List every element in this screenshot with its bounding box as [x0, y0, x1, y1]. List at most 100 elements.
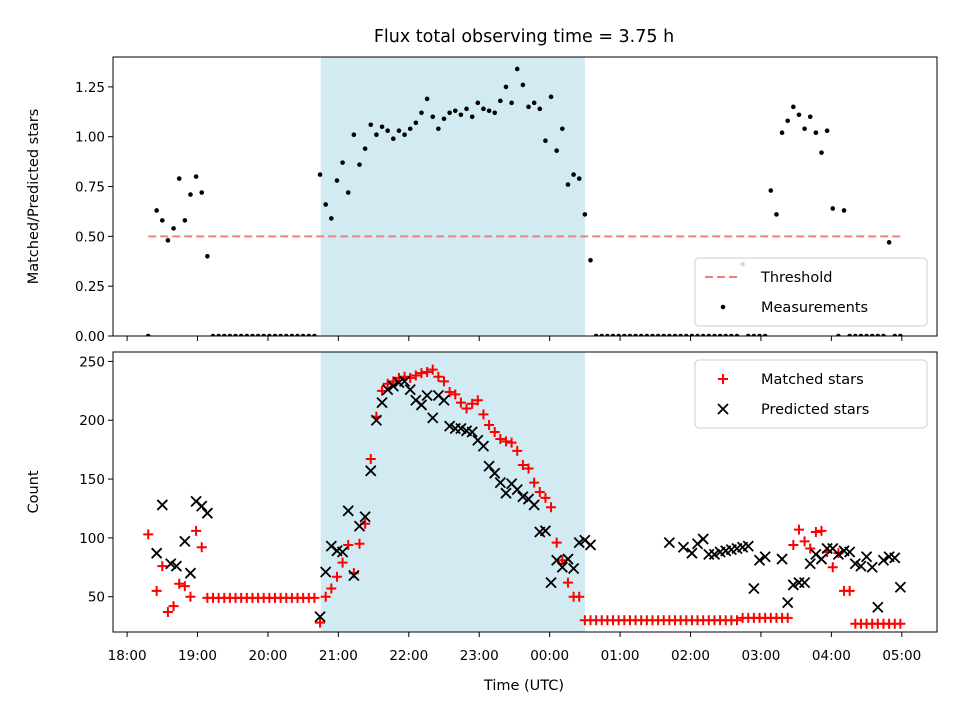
predicted-star-point	[511, 484, 523, 496]
measurement-point	[543, 138, 548, 143]
predicted-star-point	[708, 548, 721, 560]
matched-star-point	[827, 562, 838, 573]
matched-star-point	[410, 370, 421, 381]
matched-star-point	[365, 454, 376, 465]
measurement-point	[317, 172, 323, 177]
predicted-star-point	[348, 569, 360, 582]
measurement-point	[802, 126, 807, 132]
y-tick-label: 100	[79, 531, 105, 547]
matched-star-point	[546, 502, 557, 513]
predicted-star-point	[201, 507, 214, 519]
matched-star-point	[416, 368, 427, 379]
measurement-point	[548, 94, 554, 100]
matched-star-point	[529, 477, 540, 488]
x-tick-label: 23:00	[460, 648, 499, 664]
predicted-star-point	[877, 554, 890, 566]
predicted-star-point	[889, 552, 901, 564]
predicted-star-point	[849, 558, 861, 570]
x-tick-label: 20:00	[248, 648, 287, 664]
measurement-point	[824, 128, 830, 134]
predicted-star-point	[353, 520, 366, 532]
predicted-star-point	[455, 422, 467, 435]
measurement-point	[306, 333, 312, 336]
measurement-point	[672, 333, 678, 336]
predicted-star-point	[815, 553, 828, 565]
measurement-point	[289, 333, 295, 336]
matched-star-point	[489, 427, 500, 437]
predicted-star-point	[860, 551, 873, 563]
measurement-point	[582, 212, 588, 217]
measurement-point	[221, 333, 227, 336]
panel-data	[143, 364, 907, 629]
predicted-star-point	[804, 558, 816, 570]
measurement-point	[898, 333, 903, 336]
predicted-star-point	[196, 500, 208, 512]
y-tick-label: 200	[79, 413, 105, 429]
predicted-star-point	[320, 566, 332, 578]
measurement-point	[864, 333, 869, 336]
measurement-point	[481, 106, 486, 112]
x-tick-label: 04:00	[812, 648, 851, 664]
matched-star-point	[433, 371, 444, 382]
predicted-star-point	[782, 596, 794, 609]
measurement-point	[244, 333, 250, 336]
x-tick-label: 03:00	[741, 648, 780, 664]
predicted-star-point	[832, 548, 845, 560]
measurement-point	[255, 333, 261, 336]
predicted-star-point	[477, 440, 490, 452]
y-tick-label: 250	[79, 354, 105, 370]
matched-star-point	[799, 536, 810, 547]
predicted-star-point	[663, 536, 676, 549]
predicted-star-point	[156, 499, 168, 511]
matched-star-point	[562, 577, 573, 588]
predicted-star-point	[500, 487, 512, 499]
measurement-point	[334, 178, 340, 183]
measurement-point	[526, 104, 531, 110]
legend-label: Measurements	[761, 300, 868, 316]
measurement-point	[678, 333, 683, 336]
measurement-point	[706, 333, 712, 336]
measurement-point	[329, 216, 334, 221]
matched-star-point	[309, 592, 320, 603]
measurement-point	[723, 333, 729, 336]
measurement-point	[402, 132, 407, 138]
measurement-point	[599, 333, 605, 336]
measurement-point	[509, 100, 514, 106]
measurement-point	[774, 212, 779, 217]
x-tick-label: 05:00	[882, 648, 921, 664]
measurement-point	[419, 110, 424, 116]
measurement-point	[841, 208, 847, 213]
measurement-point	[188, 192, 193, 197]
matched-star-point	[455, 397, 466, 408]
y-tick-label: 0.00	[75, 329, 105, 345]
legend-matched-swatch	[718, 374, 728, 384]
measurement-point	[757, 333, 762, 336]
matched-star-point	[512, 445, 523, 456]
measurement-point	[565, 182, 571, 187]
matched-star-point	[540, 492, 551, 503]
measurement-point	[537, 106, 543, 112]
measurement-point	[295, 333, 300, 336]
measurement-point	[159, 218, 165, 223]
panel-frame	[112, 351, 938, 633]
measurement-point	[593, 333, 599, 336]
matched-star-point	[467, 398, 478, 409]
measurement-point	[278, 333, 283, 336]
predicted-star-point	[415, 399, 428, 411]
predicted-star-point	[798, 576, 811, 589]
predicted-star-point	[404, 384, 416, 396]
measurement-point	[869, 333, 875, 336]
measurement-point	[667, 333, 672, 336]
measurement-point	[560, 126, 565, 132]
matched-star-point	[354, 538, 365, 549]
y-axis-label: Count	[26, 470, 42, 513]
matched-star-point	[816, 525, 827, 536]
legend-measurement-swatch	[720, 304, 726, 310]
matched-star-point	[191, 525, 202, 536]
measurement-point	[886, 240, 892, 245]
y-tick-label: 0.75	[75, 180, 105, 196]
predicted-star-point	[165, 558, 177, 570]
measurement-point	[616, 333, 621, 336]
measurement-point	[554, 148, 559, 153]
predicted-star-point	[855, 560, 867, 572]
